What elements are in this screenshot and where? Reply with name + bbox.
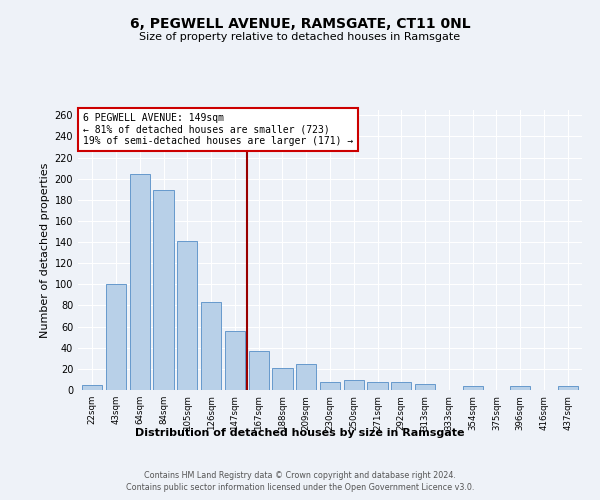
Bar (106, 284, 126, 390)
Bar (391, 382, 412, 390)
Bar (367, 382, 388, 390)
Text: Distribution of detached houses by size in Ramsgate: Distribution of detached houses by size … (135, 428, 465, 438)
Bar (154, 190, 173, 390)
Bar (557, 386, 578, 390)
Bar (82, 384, 103, 390)
Text: Contains HM Land Registry data © Crown copyright and database right 2024.: Contains HM Land Registry data © Crown c… (144, 471, 456, 480)
Text: 6 PEGWELL AVENUE: 149sqm
← 81% of detached houses are smaller (723)
19% of semi-: 6 PEGWELL AVENUE: 149sqm ← 81% of detach… (83, 113, 353, 146)
Bar (463, 386, 483, 390)
Y-axis label: Number of detached properties: Number of detached properties (40, 162, 50, 338)
Bar (415, 384, 435, 390)
Text: Size of property relative to detached houses in Ramsgate: Size of property relative to detached ho… (139, 32, 461, 42)
Bar (130, 174, 150, 390)
Bar (177, 241, 197, 390)
Bar (201, 302, 221, 390)
Bar (248, 351, 269, 390)
Bar (320, 382, 340, 390)
Bar (296, 364, 316, 390)
Text: 6, PEGWELL AVENUE, RAMSGATE, CT11 0NL: 6, PEGWELL AVENUE, RAMSGATE, CT11 0NL (130, 18, 470, 32)
Text: Contains public sector information licensed under the Open Government Licence v3: Contains public sector information licen… (126, 484, 474, 492)
Bar (510, 386, 530, 390)
Bar (272, 368, 293, 390)
Bar (344, 380, 364, 390)
Bar (225, 331, 245, 390)
